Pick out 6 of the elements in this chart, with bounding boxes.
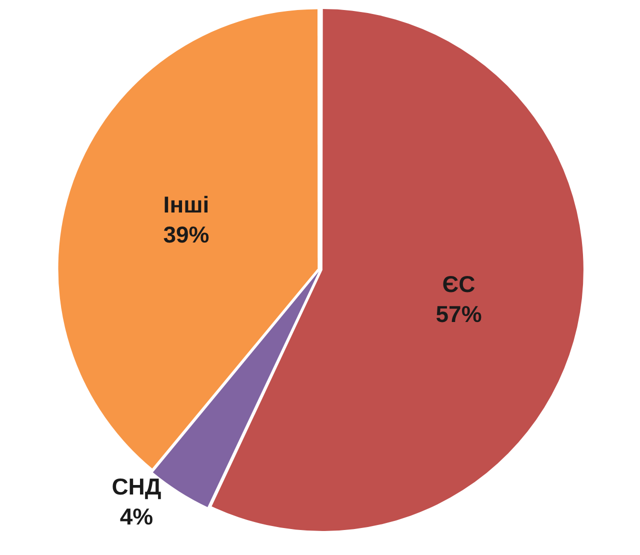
data-label: 57%: [436, 300, 482, 327]
slice-label: Інші: [163, 192, 210, 218]
data-label: 4%: [120, 504, 154, 530]
slice-label: СНД: [112, 474, 162, 500]
data-label: 39%: [163, 222, 210, 248]
slice-label: ЄС: [442, 270, 476, 297]
